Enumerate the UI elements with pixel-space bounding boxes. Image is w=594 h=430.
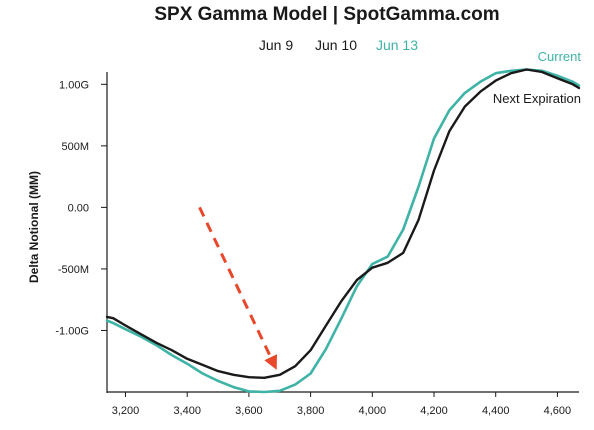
x-tick-label: 4,600 (544, 405, 572, 417)
x-tick-label: 3,800 (297, 405, 325, 417)
chart-title: SPX Gamma Model | SpotGamma.com (154, 4, 499, 25)
legend-item-jun13[interactable]: Jun 13 (376, 37, 418, 53)
y-tick-label: 0.00 (68, 202, 89, 214)
x-axis: 3,200 3,400 3,600 3,800 4,000 4,200 4,400 4,600 (107, 391, 579, 417)
y-tick-label: 1.00G (59, 79, 89, 91)
legend-item-jun9[interactable]: Jun 9 (259, 37, 293, 53)
y-tick-label: -500M (58, 264, 89, 276)
annotation-arrow-head (264, 354, 277, 370)
series-line-next-expiration[interactable] (105, 68, 581, 379)
series-label-next-expiration: Next Expiration (493, 91, 581, 106)
y-tick-label: 500M (61, 141, 89, 153)
x-tick-label: 4,200 (420, 405, 448, 417)
y-tick-label: -1.00G (55, 325, 89, 337)
annotation-arrow-shaft (198, 206, 273, 358)
x-tick-label: 4,000 (359, 405, 387, 417)
y-axis-label: Delta Notional (MM) (27, 171, 41, 283)
legend-item-jun10[interactable]: Jun 10 (315, 37, 357, 53)
series-labels: Current Next Expiration (493, 49, 582, 106)
series-line-current[interactable] (105, 68, 581, 394)
legend: Jun 9 Jun 10 Jun 13 (259, 37, 418, 53)
series-layer (105, 68, 581, 394)
x-tick-label: 3,600 (235, 405, 263, 417)
x-tick-label: 3,200 (112, 405, 140, 417)
y-axis: 1.00G 500M 0.00 -500M -1.00G Delta Notional … (27, 72, 108, 393)
x-tick-label: 3,400 (173, 405, 201, 417)
annotation-layer (198, 206, 277, 370)
x-tick-label: 4,400 (482, 405, 510, 417)
series-label-current: Current (538, 49, 582, 64)
